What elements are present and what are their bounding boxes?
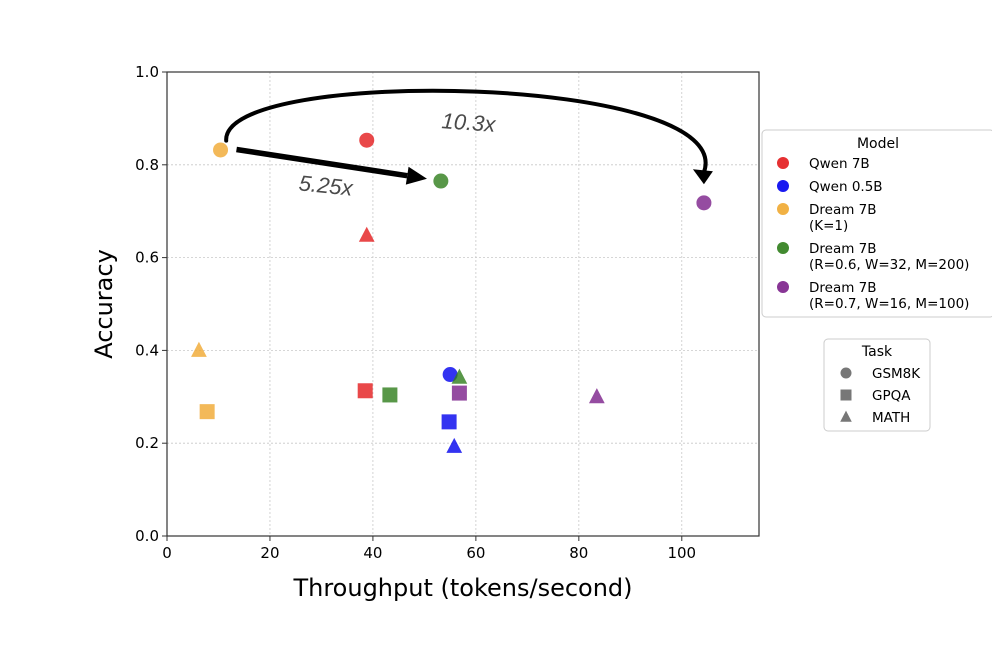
- plot-area: [166, 71, 760, 537]
- legend-model-box: [761, 129, 992, 318]
- legend-model-marker: [777, 157, 789, 169]
- data-point: [696, 195, 712, 211]
- data-points: [191, 132, 712, 453]
- data-point: [446, 437, 463, 453]
- legend-task-box: [823, 338, 931, 432]
- legend-task: Task GSM8K GPQA MATH: [823, 338, 931, 432]
- y-tick-label: 0.4: [135, 341, 159, 359]
- data-point: [451, 385, 467, 401]
- axis-ticks: 0 20 40 60 80 100 0.0 0.2 0.4 0.6 0.8 1.0: [135, 63, 696, 562]
- x-tick-label: 20: [260, 544, 279, 562]
- data-point: [433, 173, 449, 189]
- legend-task-label: GPQA: [872, 388, 911, 404]
- data-point: [358, 226, 375, 242]
- legend-model-marker: [777, 281, 789, 293]
- speedup-label-short: 5.25x: [298, 170, 355, 201]
- y-tick-label: 1.0: [135, 63, 159, 81]
- arrowhead-short: [405, 166, 427, 185]
- legend-model-marker: [777, 242, 789, 254]
- legend-task-label: GSM8K: [872, 366, 921, 382]
- x-tick-label: 0: [162, 544, 172, 562]
- grid: [166, 71, 759, 537]
- legend-model-label: Dream 7B: [809, 202, 877, 218]
- legend-model-label: Qwen 0.5B: [809, 179, 883, 195]
- x-tick-label: 100: [667, 544, 696, 562]
- x-tick-label: 40: [363, 544, 382, 562]
- legend-task-label: MATH: [872, 410, 910, 426]
- annotation-arrows: 5.25x 10.3x: [224, 88, 713, 201]
- legend-model-label: Dream 7B: [809, 241, 877, 257]
- data-point: [191, 341, 207, 357]
- legend-task-marker: [840, 367, 852, 379]
- data-point: [588, 388, 605, 404]
- data-point: [357, 383, 373, 399]
- legend-model-label: Dream 7B: [809, 280, 877, 296]
- legend-task-marker: [840, 410, 852, 422]
- data-point: [451, 368, 468, 384]
- y-axis-title: Accuracy: [90, 249, 118, 359]
- legend-model-label: (K=1): [809, 218, 848, 234]
- legend-model-marker: [777, 203, 789, 215]
- legend-task-marker: [840, 389, 852, 401]
- data-point: [213, 142, 229, 158]
- data-point: [199, 404, 215, 420]
- y-tick-label: 0.8: [135, 156, 159, 174]
- legend-model-marker: [777, 180, 789, 192]
- x-tick-label: 80: [569, 544, 588, 562]
- data-point: [441, 414, 457, 430]
- x-tick-label: 60: [466, 544, 485, 562]
- y-tick-label: 0.6: [135, 249, 159, 267]
- legend-task-title: Task: [861, 344, 893, 360]
- data-point: [382, 387, 398, 403]
- legend-model-label: Qwen 7B: [809, 156, 870, 172]
- legend-model-label: (R=0.7, W=16, M=100): [809, 296, 969, 312]
- legend-model-title: Model: [857, 136, 899, 152]
- y-tick-label: 0.0: [135, 527, 159, 545]
- speedup-label-long: 10.3x: [441, 108, 497, 137]
- speedup-arrow-short: [236, 146, 408, 179]
- data-point: [442, 367, 458, 383]
- x-axis-title: Throughput (tokens/second): [292, 574, 632, 602]
- data-point: [359, 132, 375, 148]
- legend-model-label: (R=0.6, W=32, M=200): [809, 257, 969, 273]
- y-tick-label: 0.2: [135, 434, 159, 452]
- arrowhead-long: [692, 169, 713, 185]
- speedup-arrow-long: [224, 88, 708, 175]
